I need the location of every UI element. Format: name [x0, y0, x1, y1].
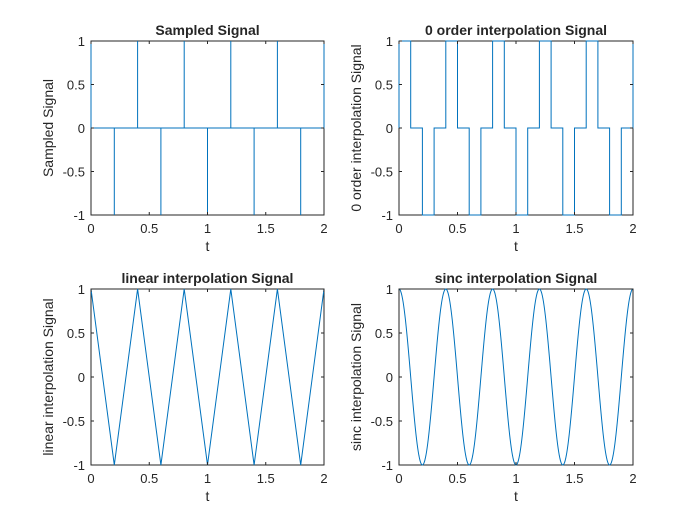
x-axis-label: t — [514, 238, 518, 254]
chart-title: linear interpolation Signal — [122, 270, 294, 286]
y-tick-label: -1 — [381, 208, 393, 223]
y-tick-label: 1 — [78, 282, 85, 297]
subplot-zero-order-interpolation: 0 order interpolation Signal t 0 order i… — [348, 22, 637, 254]
x-tick-label: 2 — [629, 221, 636, 236]
y-tick-label: 0 — [78, 370, 85, 385]
y-tick-label: -1 — [73, 458, 85, 473]
subplot-sinc-interpolation: sinc interpolation Signal t sinc interpo… — [348, 270, 637, 504]
y-tick-label: 0.5 — [67, 78, 85, 93]
y-tick-label: 1 — [78, 34, 85, 49]
x-tick-label: 1.5 — [565, 471, 583, 486]
subplot-linear-interpolation: linear interpolation Signal t linear int… — [40, 270, 328, 504]
y-tick-label: -0.5 — [371, 414, 393, 429]
x-tick-label: 0.5 — [140, 471, 158, 486]
y-tick-label: 1 — [386, 282, 393, 297]
x-tick-label: 1.5 — [257, 471, 275, 486]
plot-area — [90, 288, 325, 466]
subplot-sampled-signal: Sampled Signal t Sampled Signal 0 0.5 1 1.5… — [40, 22, 328, 254]
y-tick-label: 0 — [386, 121, 393, 136]
y-tick-label: 0.5 — [67, 326, 85, 341]
y-tick-label: 0.5 — [375, 78, 393, 93]
y-tick-label: -1 — [73, 208, 85, 223]
x-tick-label: 1 — [512, 471, 519, 486]
y-tick-label: 0 — [78, 121, 85, 136]
chart-title: Sampled Signal — [155, 22, 259, 38]
y-axis-label: linear interpolation Signal — [40, 298, 56, 455]
x-tick-label: 1 — [204, 471, 211, 486]
x-tick-label: 0 — [395, 221, 402, 236]
x-tick-label: 1.5 — [257, 221, 275, 236]
x-tick-label: 0.5 — [448, 221, 466, 236]
x-tick-label: 1 — [204, 221, 211, 236]
y-tick-label: -1 — [381, 458, 393, 473]
x-tick-label: 1.5 — [565, 221, 583, 236]
x-tick-label: 2 — [320, 221, 327, 236]
x-tick-label: 0 — [395, 471, 402, 486]
chart-title: sinc interpolation Signal — [435, 270, 598, 286]
x-tick-label: 2 — [320, 471, 327, 486]
y-axis-label: sinc interpolation Signal — [348, 303, 364, 451]
y-tick-label: 0.5 — [375, 326, 393, 341]
chart-title: 0 order interpolation Signal — [425, 22, 607, 38]
y-tick-label: 0 — [386, 370, 393, 385]
x-axis-label: t — [514, 488, 518, 504]
x-axis-label: t — [206, 238, 210, 254]
x-tick-label: 0.5 — [140, 221, 158, 236]
x-tick-label: 0.5 — [448, 471, 466, 486]
y-axis-label: Sampled Signal — [40, 79, 56, 177]
y-tick-label: 1 — [386, 34, 393, 49]
y-axis-label: 0 order interpolation Signal — [348, 44, 364, 211]
x-tick-label: 2 — [629, 471, 636, 486]
y-tick-label: -0.5 — [63, 414, 85, 429]
x-tick-label: 1 — [512, 221, 519, 236]
y-tick-label: -0.5 — [371, 165, 393, 180]
x-tick-label: 0 — [87, 471, 94, 486]
series-line — [90, 41, 325, 215]
x-axis-label: t — [206, 488, 210, 504]
y-tick-label: -0.5 — [63, 165, 85, 180]
x-tick-label: 0 — [87, 221, 94, 236]
